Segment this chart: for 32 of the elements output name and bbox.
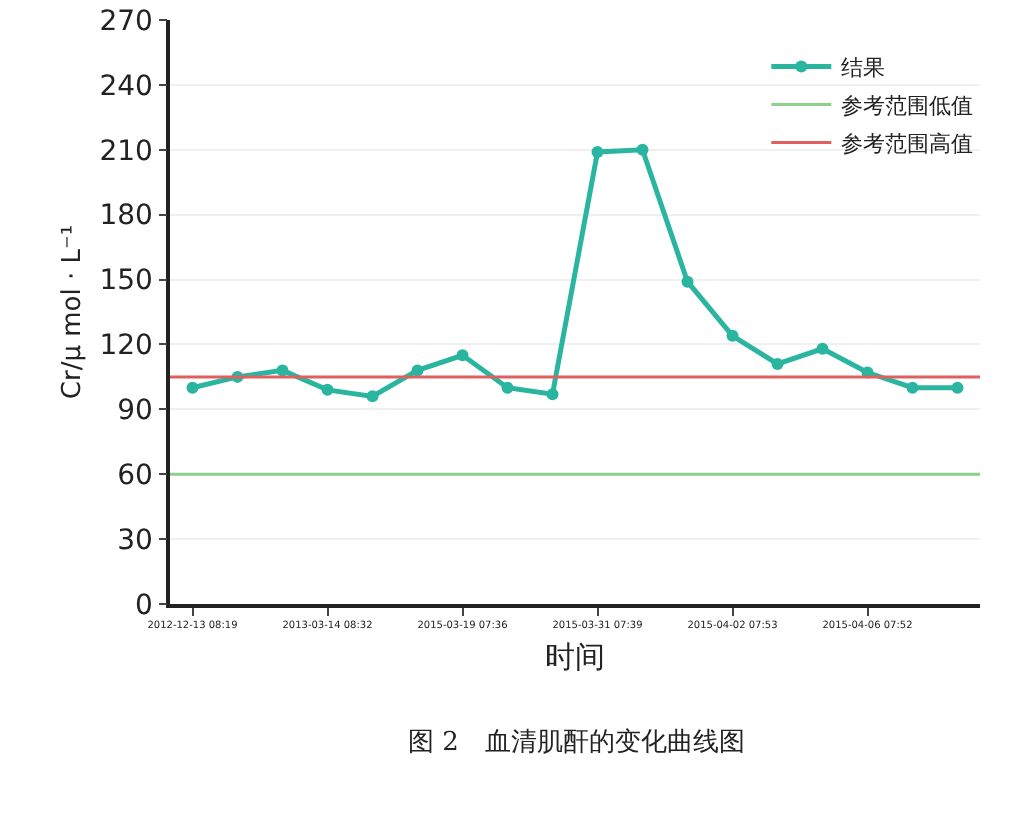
- y-tick-label: 240: [99, 70, 153, 103]
- point: [951, 381, 964, 394]
- y-tick-label: 120: [99, 330, 153, 363]
- y-tick-label: 0: [135, 589, 153, 622]
- y-tick-label: 150: [99, 265, 153, 298]
- legend-label: 参考范围低值: [841, 93, 974, 120]
- point: [681, 275, 694, 288]
- point: [591, 145, 604, 158]
- point: [321, 383, 334, 396]
- point: [771, 357, 784, 370]
- x-axis-title: 时间: [545, 638, 605, 675]
- point: [906, 381, 919, 394]
- y-tick-label: 30: [117, 524, 153, 557]
- y-tick-label: 90: [117, 395, 153, 428]
- point: [501, 381, 514, 394]
- y-tick-label: 210: [99, 135, 153, 168]
- point: [276, 364, 289, 377]
- caption: 图 2 血清肌酐的变化曲线图: [408, 728, 745, 758]
- y-tick-label: 270: [99, 5, 153, 38]
- point: [186, 381, 199, 394]
- point: [411, 364, 424, 377]
- y-axis-title: Cr/μ mol · L⁻¹: [58, 224, 89, 400]
- point: [546, 388, 559, 401]
- legend-label: 结果: [841, 55, 886, 82]
- legend-label: 参考范围高值: [841, 131, 974, 158]
- y-tick-label: 180: [99, 200, 153, 233]
- point: [456, 349, 469, 362]
- point: [636, 143, 649, 156]
- point: [366, 390, 379, 403]
- point: [726, 329, 739, 342]
- point: [816, 342, 829, 355]
- y-tick-label: 60: [117, 460, 153, 493]
